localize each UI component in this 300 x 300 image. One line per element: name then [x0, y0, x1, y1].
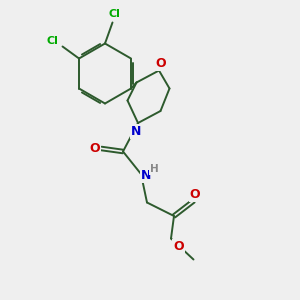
Text: O: O	[89, 142, 100, 155]
Text: N: N	[131, 124, 142, 138]
Text: O: O	[155, 57, 166, 70]
Text: Cl: Cl	[47, 36, 59, 46]
Text: H: H	[150, 164, 159, 175]
Text: N: N	[141, 169, 152, 182]
Text: O: O	[173, 240, 184, 253]
Text: O: O	[190, 188, 200, 201]
Text: Cl: Cl	[108, 9, 120, 19]
